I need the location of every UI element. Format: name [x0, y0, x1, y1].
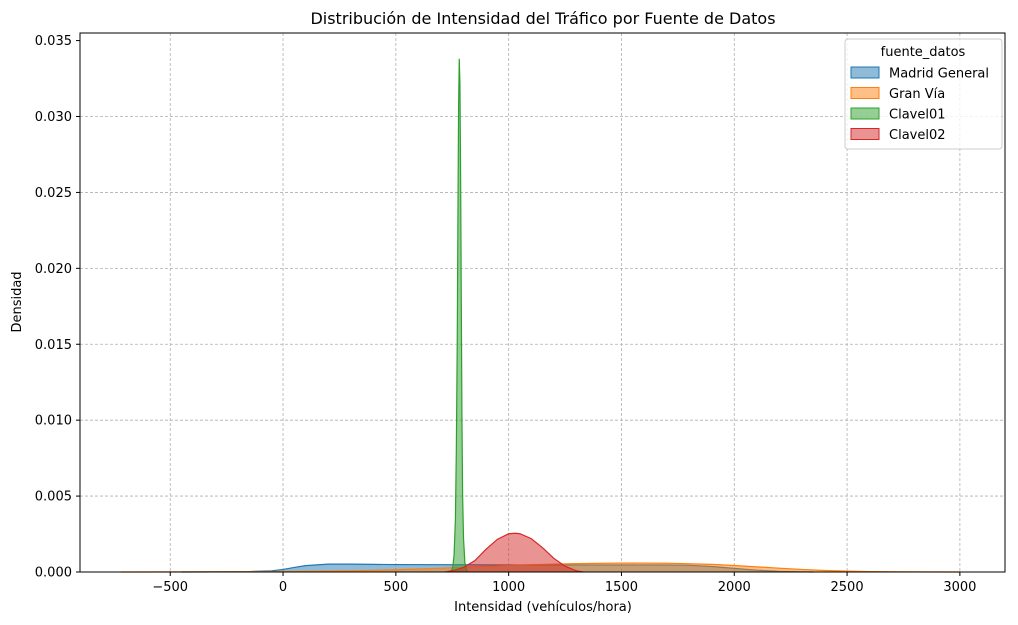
y-tick-label: 0.010 [35, 414, 72, 429]
series-area [451, 59, 468, 572]
y-axis: 0.000 0.005 0.010 0.015 0.020 0.025 0.030 0.035 [35, 34, 80, 580]
x-tick-label: 3000 [943, 580, 976, 595]
x-tick-label: 0 [279, 580, 287, 595]
y-axis-label: Densidad [10, 271, 25, 332]
x-tick-label: 2500 [831, 580, 864, 595]
y-tick-label: 0.015 [35, 338, 72, 353]
y-tick-label: 0.020 [35, 262, 72, 277]
x-axis: −500 0 500 1000 1500 2000 2500 3000 [152, 572, 976, 595]
series-clavel02 [445, 533, 583, 572]
legend-label: Clavel02 [889, 128, 946, 143]
legend-swatch [851, 88, 879, 99]
x-tick-label: 1000 [492, 580, 525, 595]
y-tick-label: 0.025 [35, 186, 72, 201]
y-tick-label: 0.005 [35, 490, 72, 505]
x-tick-label: 500 [383, 580, 408, 595]
legend-label: Clavel01 [889, 108, 946, 123]
legend-label: Gran Vía [889, 87, 945, 102]
legend-swatch [851, 67, 879, 78]
x-tick-label: 2000 [718, 580, 751, 595]
legend-swatch [851, 129, 879, 140]
legend-label: Madrid General [889, 67, 989, 82]
legend-swatch [851, 108, 879, 119]
legend: fuente_datos Madrid General Gran Vía Clave… [845, 39, 1002, 149]
legend-title: fuente_datos [881, 45, 966, 60]
chart-title: Distribución de Intensidad del Tráfico p… [310, 9, 775, 28]
y-tick-label: 0.035 [35, 34, 72, 49]
x-tick-label: 1500 [605, 580, 638, 595]
series-clavel01 [451, 59, 468, 572]
series-layer [121, 59, 960, 572]
y-tick-label: 0.030 [35, 110, 72, 125]
y-tick-label: 0.000 [35, 566, 72, 581]
x-tick-label: −500 [152, 580, 188, 595]
x-axis-label: Intensidad (vehículos/hora) [454, 600, 632, 615]
